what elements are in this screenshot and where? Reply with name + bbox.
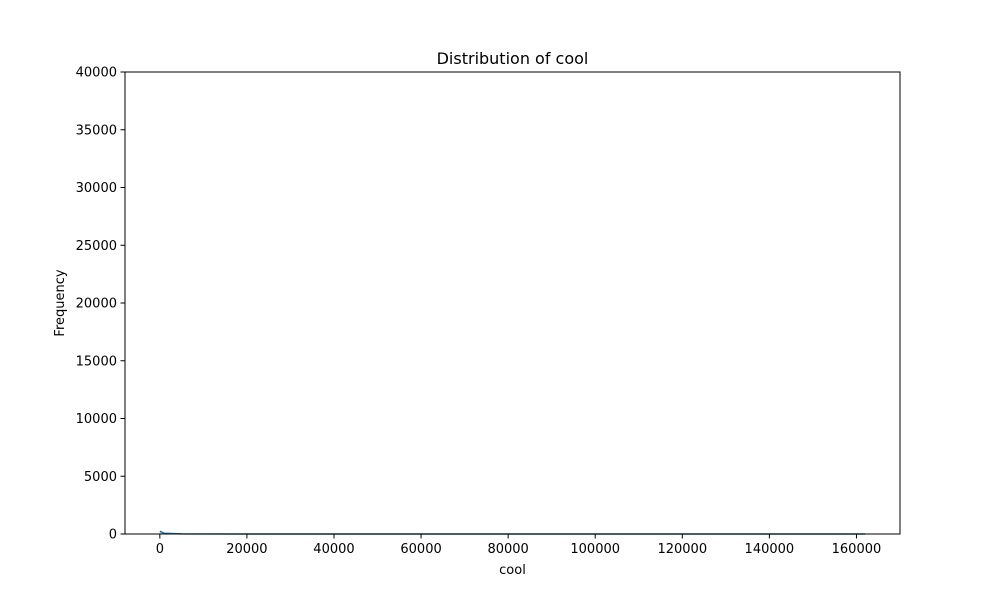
y-tick-label: 0 <box>109 528 117 543</box>
plot-frame <box>124 71 901 535</box>
x-tick-label: 100000 <box>570 542 620 557</box>
y-tick-label: 20000 <box>76 297 117 312</box>
chart-title: Distribution of cool <box>437 49 589 68</box>
y-tick-label: 35000 <box>76 123 117 138</box>
y-tick-label: 40000 <box>76 66 117 81</box>
x-tick-label: 160000 <box>832 542 882 557</box>
y-tick-label: 15000 <box>76 354 117 369</box>
y-tick-label: 10000 <box>76 412 117 427</box>
x-tick-label: 60000 <box>400 542 441 557</box>
y-tick-label: 5000 <box>84 470 117 485</box>
x-tick-label: 80000 <box>487 542 528 557</box>
x-tick-label: 120000 <box>657 542 707 557</box>
y-tick-label: 25000 <box>76 239 117 254</box>
x-axis-label: cool <box>499 563 526 578</box>
x-tick-label: 20000 <box>226 542 267 557</box>
x-tick-label: 140000 <box>745 542 795 557</box>
x-tick-label: 0 <box>156 542 164 557</box>
y-axis-label: Frequency <box>53 269 68 336</box>
x-tick-label: 40000 <box>313 542 354 557</box>
y-tick-label: 30000 <box>76 181 117 196</box>
